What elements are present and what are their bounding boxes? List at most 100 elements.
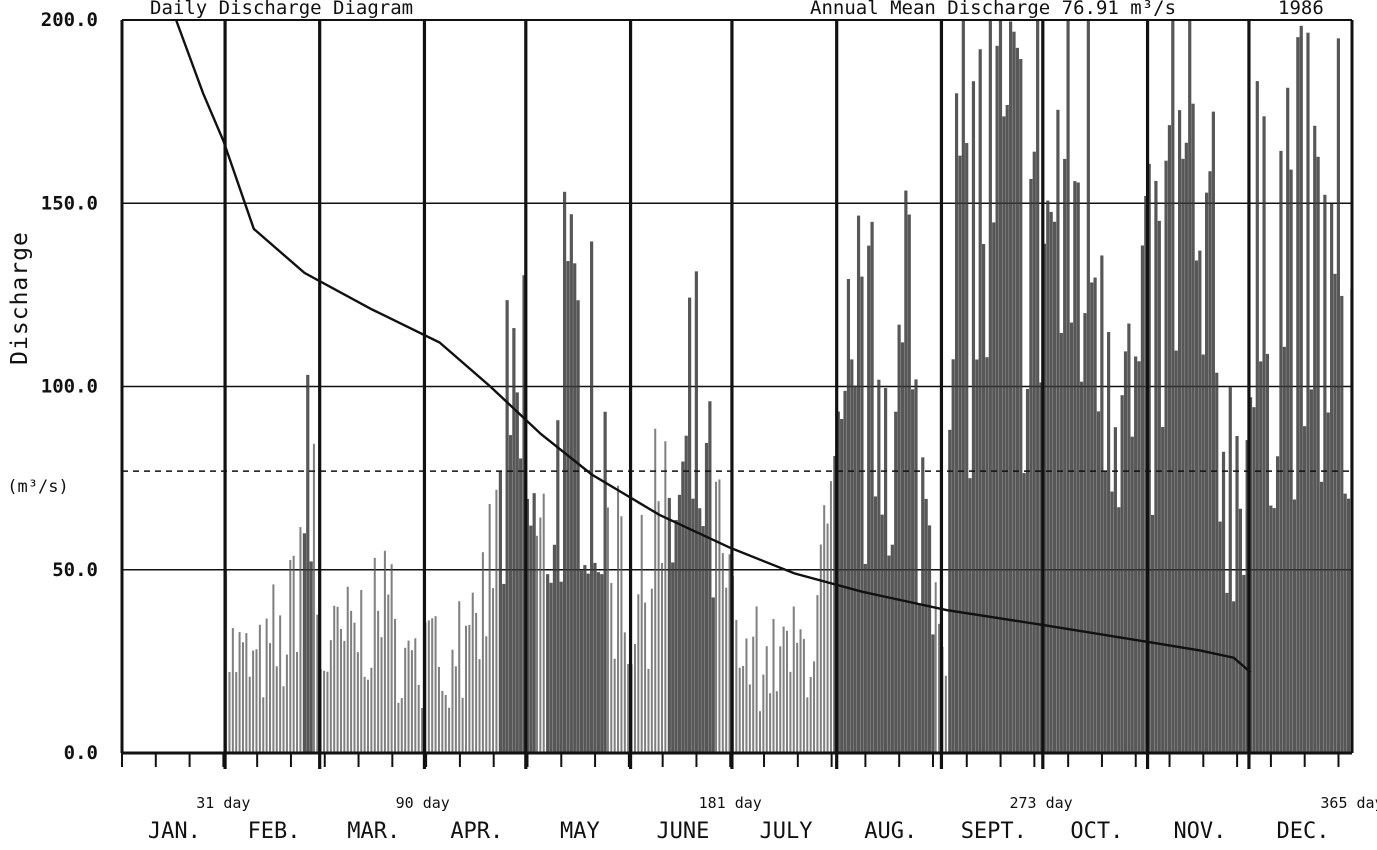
bar-day-291 [1100, 255, 1104, 753]
bar-day-108 [481, 552, 484, 753]
bar-day-77 [377, 610, 380, 753]
month-label: JULY [760, 819, 813, 844]
bar-day-92 [427, 620, 430, 753]
bar-day-295 [1113, 427, 1117, 753]
bar-day-259 [992, 222, 996, 753]
bar-day-75 [370, 667, 373, 753]
bar-day-116 [508, 435, 513, 753]
bar-day-172 [698, 508, 702, 753]
bar-day-188 [752, 636, 755, 753]
bar-day-196 [779, 646, 782, 753]
bar-day-33 [228, 671, 231, 753]
bar-day-65 [336, 606, 339, 753]
bar-day-260 [995, 45, 999, 753]
bar-day-109 [485, 636, 488, 753]
bar-day-216 [846, 279, 851, 753]
bar-day-359 [1330, 203, 1334, 753]
bar-day-131 [559, 581, 563, 753]
bar-day-61 [323, 670, 326, 753]
bar-day-113 [498, 471, 502, 753]
bar-day-127 [546, 574, 550, 753]
bar-day-104 [468, 624, 471, 753]
bar-day-36 [238, 632, 241, 753]
bar-day-185 [742, 665, 745, 753]
bar-day-134 [569, 214, 573, 753]
bar-day-343 [1275, 456, 1280, 753]
bar-day-98 [448, 707, 451, 753]
bar-day-247 [951, 359, 955, 753]
bar-day-309 [1161, 427, 1165, 753]
bar-day-135 [573, 263, 577, 753]
bar-day-123 [532, 493, 536, 753]
bar-day-79 [383, 550, 386, 753]
bar-day-241 [931, 634, 935, 753]
month-label: NOV. [1173, 819, 1226, 844]
day-label: 181 day [699, 794, 762, 812]
bar-day-307 [1154, 180, 1158, 753]
day-label: 273 day [1010, 794, 1073, 812]
bar-day-199 [789, 671, 792, 753]
bar-day-339 [1262, 116, 1266, 753]
y-axis-unit: (m³/s) [7, 477, 68, 497]
bar-day-207 [816, 595, 819, 753]
bar-day-225 [877, 379, 881, 753]
month-label: MAR. [347, 819, 400, 844]
bar-day-318 [1191, 103, 1195, 753]
bar-day-204 [806, 697, 809, 753]
bar-day-263 [1005, 104, 1009, 754]
month-label: JAN. [148, 819, 201, 844]
bar-day-169 [688, 297, 692, 753]
bar-day-146 [610, 582, 613, 753]
bar-day-175 [708, 401, 712, 753]
bar-day-195 [775, 691, 778, 753]
bar-day-360 [1333, 273, 1337, 753]
bar-day-303 [1140, 245, 1145, 753]
bar-day-236 [914, 379, 918, 753]
bar-day-71 [356, 652, 359, 753]
bar-day-101 [458, 601, 461, 753]
bar-day-100 [454, 666, 457, 753]
month-label: APR. [450, 819, 503, 844]
bar-day-38 [245, 633, 248, 753]
bar-day-89 [417, 684, 420, 753]
duration-curve-group [174, 19, 1252, 674]
bar-day-128 [549, 582, 553, 753]
bar-day-350 [1299, 25, 1303, 753]
bar-day-253 [971, 81, 976, 753]
bar-day-357 [1323, 194, 1327, 754]
bar-day-119 [519, 458, 523, 753]
bar-day-200 [792, 606, 795, 753]
bar-day-144 [603, 411, 607, 753]
bar-day-44 [265, 618, 268, 753]
bar-day-338 [1259, 361, 1263, 753]
bar-day-160 [657, 501, 660, 753]
bar-day-334 [1245, 440, 1249, 753]
bar-day-137 [579, 570, 584, 753]
bar-day-164 [671, 562, 675, 753]
bar-day-103 [464, 625, 468, 753]
bar-day-302 [1137, 361, 1141, 753]
bar-day-51 [289, 560, 292, 753]
bar-day-277 [1052, 221, 1057, 753]
bar-day-242 [934, 582, 937, 753]
bar-day-297 [1120, 395, 1124, 753]
bar-day-296 [1117, 507, 1121, 753]
bar-day-42 [258, 624, 261, 753]
bar-day-250 [961, 20, 965, 753]
bar-day-115 [505, 300, 509, 753]
bar-day-161 [660, 563, 663, 753]
bar-day-112 [495, 489, 498, 753]
bar-day-220 [860, 276, 864, 753]
bar-day-174 [704, 442, 709, 753]
bar-day-105 [471, 592, 474, 753]
bar-day-218 [853, 385, 857, 753]
bar-day-47 [275, 666, 278, 753]
bar-day-74 [366, 679, 370, 753]
bar-day-136 [576, 300, 580, 753]
bar-day-246 [948, 429, 952, 753]
bar-day-142 [596, 572, 600, 753]
bar-day-325 [1215, 372, 1219, 753]
bar-day-347 [1289, 169, 1293, 754]
bar-day-171 [694, 271, 698, 753]
bar-day-59 [316, 614, 319, 753]
